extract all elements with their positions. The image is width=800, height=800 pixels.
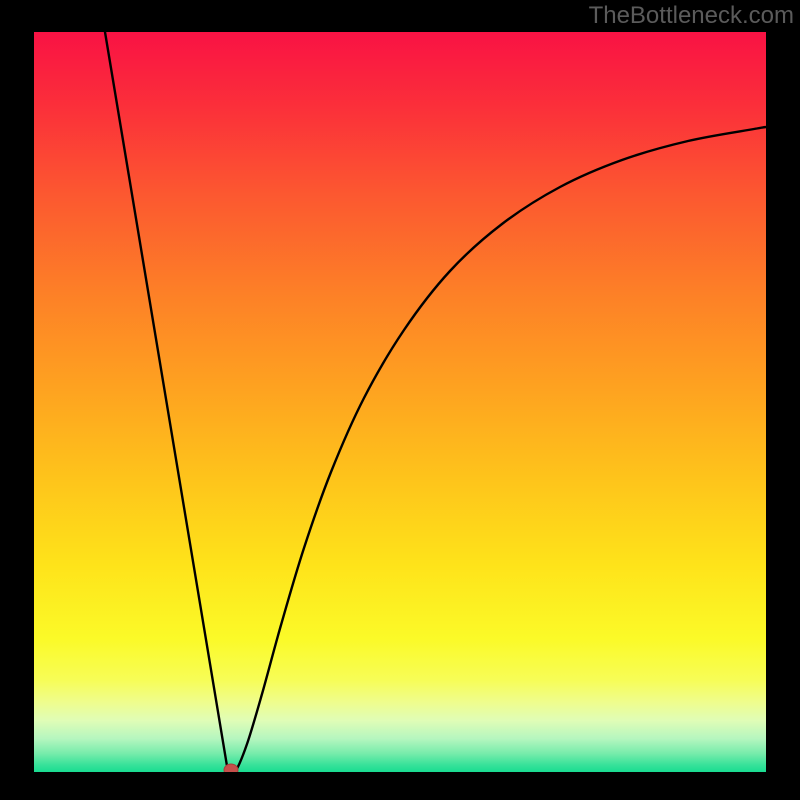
- plot-svg: [34, 32, 766, 772]
- watermark-text: TheBottleneck.com: [589, 2, 794, 30]
- gradient-background: [34, 32, 766, 772]
- plot-area: [34, 32, 766, 772]
- minimum-marker: [224, 764, 238, 772]
